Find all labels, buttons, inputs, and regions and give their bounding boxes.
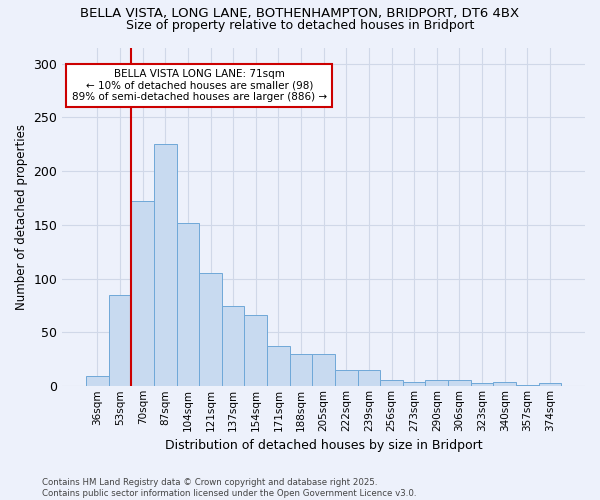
X-axis label: Distribution of detached houses by size in Bridport: Distribution of detached houses by size … <box>165 440 482 452</box>
Bar <box>539 383 561 386</box>
Bar <box>471 383 493 386</box>
Bar <box>516 385 539 386</box>
Bar <box>154 144 176 386</box>
Text: Contains HM Land Registry data © Crown copyright and database right 2025.
Contai: Contains HM Land Registry data © Crown c… <box>42 478 416 498</box>
Bar <box>313 354 335 386</box>
Y-axis label: Number of detached properties: Number of detached properties <box>15 124 28 310</box>
Bar <box>290 354 313 386</box>
Bar <box>448 380 471 386</box>
Text: BELLA VISTA LONG LANE: 71sqm
← 10% of detached houses are smaller (98)
89% of se: BELLA VISTA LONG LANE: 71sqm ← 10% of de… <box>71 69 327 102</box>
Bar <box>109 295 131 386</box>
Bar <box>222 306 244 386</box>
Bar <box>493 382 516 386</box>
Bar <box>425 380 448 386</box>
Bar <box>335 370 358 386</box>
Bar <box>176 223 199 386</box>
Bar <box>199 274 222 386</box>
Bar <box>358 370 380 386</box>
Bar <box>380 380 403 386</box>
Bar <box>131 202 154 386</box>
Bar <box>244 316 267 386</box>
Text: BELLA VISTA, LONG LANE, BOTHENHAMPTON, BRIDPORT, DT6 4BX: BELLA VISTA, LONG LANE, BOTHENHAMPTON, B… <box>80 8 520 20</box>
Bar <box>86 376 109 386</box>
Bar <box>267 346 290 387</box>
Text: Size of property relative to detached houses in Bridport: Size of property relative to detached ho… <box>126 18 474 32</box>
Bar <box>403 382 425 386</box>
